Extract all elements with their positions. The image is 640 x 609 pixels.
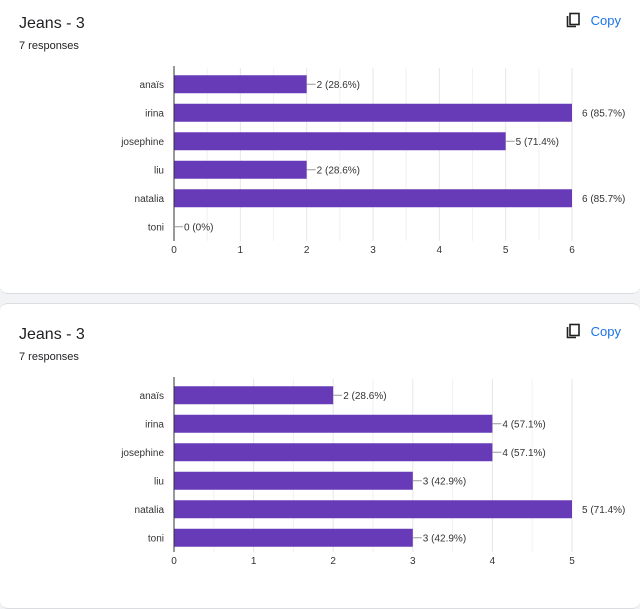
copy-label: Copy xyxy=(590,323,621,339)
x-tick-label: 5 xyxy=(503,245,509,256)
copy-icon xyxy=(566,12,580,28)
x-tick-label: 4 xyxy=(490,556,496,567)
data-label: 5 (71.4%) xyxy=(516,137,559,148)
category-label: irina xyxy=(145,419,164,430)
data-label: 2 (28.6%) xyxy=(343,391,386,402)
bar xyxy=(174,386,334,405)
category-label: josephine xyxy=(120,137,164,148)
bar xyxy=(174,132,506,151)
data-label: 2 (28.6%) xyxy=(317,165,360,176)
category-label: irina xyxy=(145,108,164,119)
x-tick-label: 1 xyxy=(251,556,257,567)
data-label: 6 (85.7%) xyxy=(582,194,625,205)
bar-chart-2: 0 1 2 3 4 5 anaïs 2 (28.6%) irina 4 (57.1%) joseph… xyxy=(120,377,625,567)
bar xyxy=(174,471,413,490)
bar xyxy=(174,443,493,462)
copy-label: Copy xyxy=(590,12,621,28)
bar xyxy=(174,75,307,94)
x-tick-label: 4 xyxy=(437,245,443,256)
copy-button[interactable]: Copy xyxy=(565,12,621,28)
category-label: toni xyxy=(148,222,164,233)
data-label: 3 (42.9%) xyxy=(423,533,466,544)
category-label: natalia xyxy=(135,194,165,205)
chart-title: Jeans - 3 xyxy=(19,15,85,32)
chart-card-1: Jeans - 3 7 responses Copy 0 1 2 3 4 5 6 anaïs 2… xyxy=(0,0,640,294)
bar xyxy=(174,189,572,208)
x-tick-label: 5 xyxy=(569,556,575,567)
x-tick-label: 3 xyxy=(370,245,376,256)
x-tick-label: 1 xyxy=(238,245,244,256)
x-tick-label: 2 xyxy=(330,556,336,567)
bar xyxy=(174,103,572,122)
chart-card-2: Jeans - 3 7 responses Copy 0 1 2 3 4 5 anaïs 2 … xyxy=(0,303,640,609)
x-tick-label: 0 xyxy=(171,556,177,567)
bar xyxy=(174,414,493,433)
x-tick-label: 2 xyxy=(304,245,310,256)
category-label: josephine xyxy=(120,448,164,459)
x-tick-label: 3 xyxy=(410,556,416,567)
category-label: liu xyxy=(154,476,164,487)
copy-button[interactable]: Copy xyxy=(565,323,621,339)
data-label: 4 (57.1%) xyxy=(502,448,545,459)
chart-title: Jeans - 3 xyxy=(19,326,85,343)
bar xyxy=(174,528,413,547)
data-label: 5 (71.4%) xyxy=(582,505,625,516)
data-label: 6 (85.7%) xyxy=(582,108,625,119)
data-label: 4 (57.1%) xyxy=(502,419,545,430)
copy-icon xyxy=(566,323,580,339)
response-count: 7 responses xyxy=(19,40,79,52)
bar-chart-1: 0 1 2 3 4 5 6 anaïs 2 (28.6%) irina 6 (85.7%) josep… xyxy=(120,66,625,256)
data-label: 2 (28.6%) xyxy=(317,80,360,91)
x-tick-label: 0 xyxy=(171,245,177,256)
category-label: natalia xyxy=(135,505,165,516)
data-label: 3 (42.9%) xyxy=(423,476,466,487)
bar xyxy=(174,160,307,179)
response-count: 7 responses xyxy=(19,351,79,363)
bar xyxy=(174,500,572,519)
category-label: anaïs xyxy=(140,80,164,91)
category-label: anaïs xyxy=(140,391,164,402)
category-label: toni xyxy=(148,533,164,544)
x-tick-label: 6 xyxy=(569,245,575,256)
category-label: liu xyxy=(154,165,164,176)
data-label: 0 (0%) xyxy=(184,222,213,233)
